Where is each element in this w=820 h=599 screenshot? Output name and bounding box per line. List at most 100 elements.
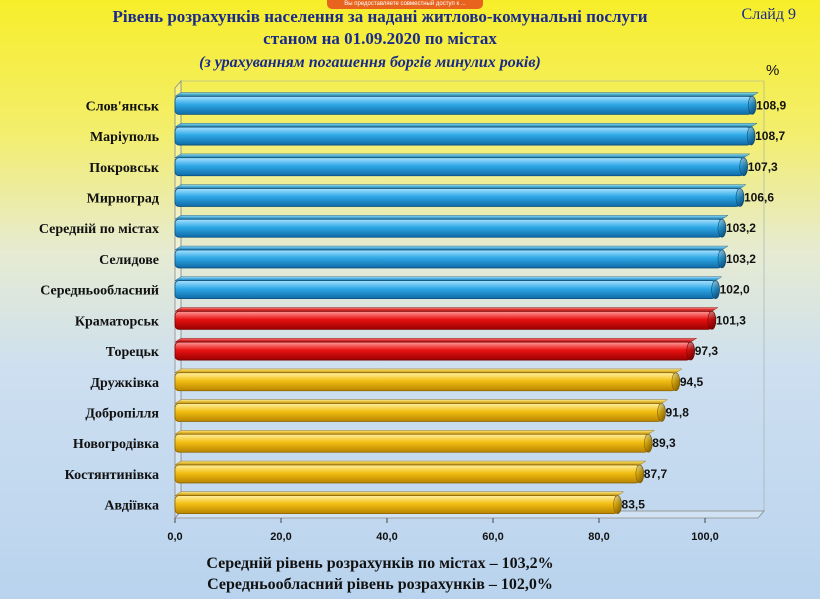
bar-front-face <box>174 126 752 146</box>
bar-front-face <box>174 433 649 453</box>
data-label: 106,6 <box>744 191 774 205</box>
bar-front-face <box>174 495 618 515</box>
bar <box>174 276 723 300</box>
bar <box>174 245 729 269</box>
unit-label: % <box>766 62 780 79</box>
data-label: 87,7 <box>644 467 668 481</box>
bar <box>174 153 751 177</box>
data-label: 97,3 <box>695 344 719 358</box>
bar-end-cap-shade <box>657 403 666 422</box>
x-tick-label: 60,0 <box>482 531 503 543</box>
bar-front-face <box>174 249 723 269</box>
category-label: Мирноград <box>87 192 159 207</box>
category-label: Авдіївка <box>104 499 159 514</box>
x-tick-label: 80,0 <box>588 531 609 543</box>
bar-end-cap-shade <box>717 249 726 268</box>
bar <box>174 399 669 422</box>
category-label: Середній по містах <box>39 222 159 237</box>
bar-top-face <box>174 153 751 159</box>
data-label: 108,9 <box>756 98 786 112</box>
bar-front-face <box>174 310 713 330</box>
x-tick-label: 40,0 <box>376 531 397 543</box>
bar-front-face <box>174 372 677 392</box>
bar-front-face <box>174 188 741 207</box>
data-label: 91,8 <box>666 406 690 420</box>
data-label: 101,3 <box>716 313 746 327</box>
data-label: 103,2 <box>726 221 756 235</box>
bar-top-face <box>174 184 747 189</box>
bar <box>174 460 647 484</box>
category-label: Торецьк <box>106 345 160 360</box>
bar-end-cap-shade <box>644 434 653 453</box>
bar <box>174 184 747 207</box>
category-label: Слов'янськ <box>86 99 160 114</box>
bar-top-face <box>174 491 625 496</box>
footer-average-region: Середньообласний рівень розрахунків – 10… <box>207 576 553 593</box>
category-label: Середньообласний <box>40 284 159 299</box>
bar <box>174 491 625 515</box>
x-tick-label: 0,0 <box>167 531 182 543</box>
bar-top-face <box>174 92 760 97</box>
bar-end-cap-shade <box>635 464 644 483</box>
footer-average-cities: Середній рівень розрахунків по містах – … <box>206 555 554 572</box>
bar-front-face <box>174 157 745 177</box>
category-label: Маріуполь <box>90 130 160 145</box>
chart-title: Рівень розрахунків населення за надані ж… <box>0 6 760 50</box>
bar-end-cap-shade <box>711 280 720 299</box>
bar-top-face <box>174 245 729 251</box>
category-label: Покровськ <box>89 161 160 176</box>
category-label: Селидове <box>99 253 159 268</box>
data-label: 89,3 <box>652 436 676 450</box>
data-label: 107,3 <box>748 160 778 174</box>
category-label: Добропілля <box>85 407 159 422</box>
category-label: Новогродівка <box>73 437 159 452</box>
bar <box>174 307 719 330</box>
data-label: 83,5 <box>622 498 646 512</box>
data-label: 102,0 <box>720 283 750 297</box>
data-label: 103,2 <box>726 252 756 266</box>
data-label: 108,7 <box>755 129 785 143</box>
bar-end-cap-shade <box>739 157 748 176</box>
bar-top-face <box>174 337 698 343</box>
bar-end-cap-shade <box>747 127 756 146</box>
category-label: Костянтинівка <box>65 468 159 483</box>
bar-front-face <box>174 95 753 115</box>
bar <box>174 430 656 453</box>
chart-subtitle: (з урахуванням погашення боргів минулих … <box>199 54 541 71</box>
title-line-1: Рівень розрахунків населення за надані ж… <box>112 7 648 26</box>
bar-top-face <box>174 276 723 281</box>
bar-top-face <box>174 122 758 128</box>
bar <box>174 215 729 238</box>
bar-top-face <box>174 399 669 404</box>
bar-top-face <box>174 460 647 466</box>
bar-front-face <box>174 341 692 361</box>
bar <box>174 337 698 361</box>
bar-top-face <box>174 430 656 435</box>
bar-front-face <box>174 218 723 238</box>
bar-end-cap-shade <box>717 219 726 238</box>
bar-top-face <box>174 307 719 312</box>
bar-top-face <box>174 215 729 220</box>
bar <box>174 92 760 115</box>
x-tick-label: 100,0 <box>691 531 719 543</box>
bar-end-cap-shade <box>707 311 716 330</box>
plot-area: 0,0 20,0 40,0 60,0 80,0 100,0 108,9 Слов'янськ 1… <box>39 79 787 543</box>
bar-front-face <box>174 403 662 422</box>
bar-top-face <box>174 368 683 374</box>
category-label: Дружківка <box>90 376 159 391</box>
bar <box>174 368 683 392</box>
category-label: Краматорськ <box>75 314 160 329</box>
bar-front-face <box>174 280 716 300</box>
bar-end-cap-shade <box>735 188 744 207</box>
bar-end-cap-shade <box>748 96 757 115</box>
bar-front-face <box>174 464 641 484</box>
bar-end-cap-shade <box>671 372 680 391</box>
bar-end-cap-shade <box>686 342 695 361</box>
title-line-2: станом на 01.09.2020 по містах <box>263 29 497 48</box>
data-label: 94,5 <box>680 375 704 389</box>
x-tick-label: 20,0 <box>270 531 291 543</box>
screen-share-notice[interactable]: Вы предоставляете совместный доступ к ..… <box>327 0 483 9</box>
slide-number: Слайд 9 <box>741 6 796 23</box>
bar <box>174 122 758 146</box>
